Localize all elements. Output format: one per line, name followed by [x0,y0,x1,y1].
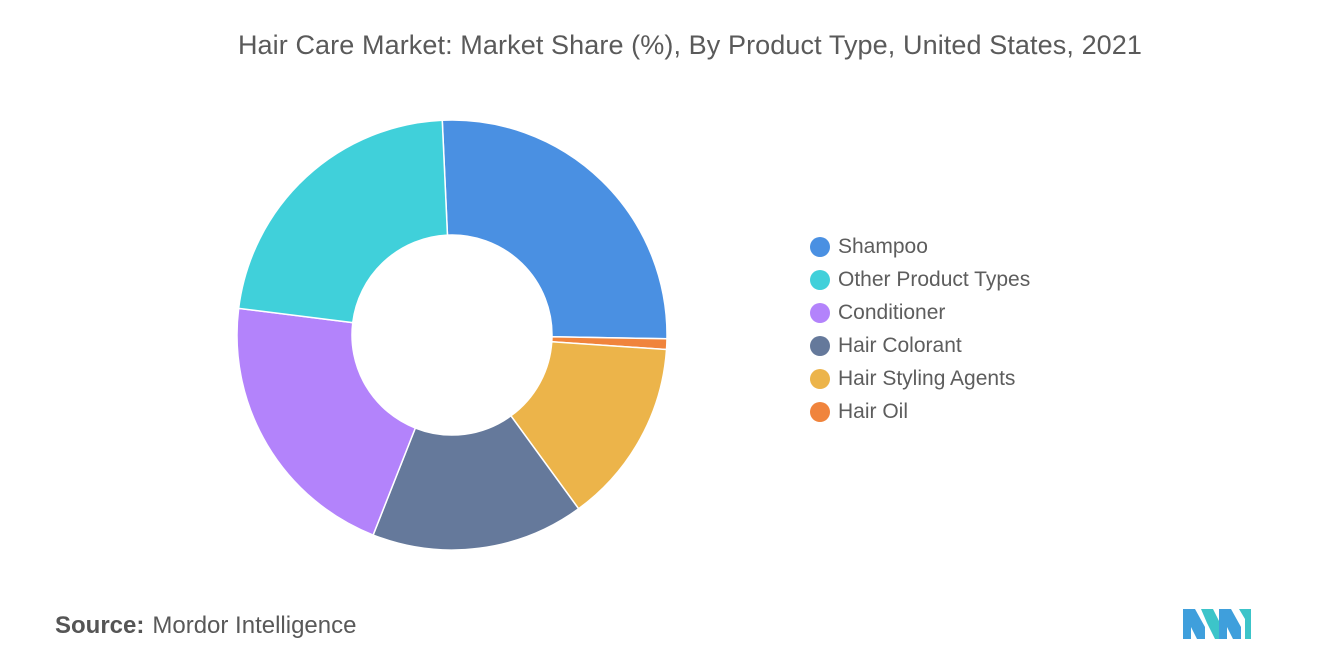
donut-slices [236,119,668,551]
legend-item-shampoo: Shampoo [810,230,1030,263]
source-text: Mordor Intelligence [152,612,357,639]
legend-label: Conditioner [838,300,946,324]
legend-swatch [810,302,830,323]
slice-shampoo [441,119,668,340]
chart-legend: Shampoo Other Product Types Conditioner Hai… [810,230,1030,428]
legend-swatch [810,401,830,422]
legend-swatch [810,368,830,389]
mordor-intelligence-logo-icon [1183,609,1251,639]
source-note: Source: Mordor Intelligence [55,612,356,640]
legend-item-hair-styling-agents: Hair Styling Agents [810,362,1030,395]
legend-item-other-product-types: Other Product Types [810,263,1030,296]
slice-hair-colorant [372,414,580,551]
legend-item-hair-colorant: Hair Colorant [810,329,1030,362]
legend-label: Hair Oil [838,399,909,423]
legend-swatch [810,335,830,356]
legend-swatch [810,269,830,290]
legend-swatch [810,236,830,257]
legend-label: Other Product Types [838,267,1031,291]
chart-title: Hair Care Market: Market Share (%), By P… [237,30,1143,60]
legend-item-hair-oil: Hair Oil [810,395,1030,428]
legend-label: Hair Styling Agents [838,366,1016,390]
legend-label: Shampoo [838,234,928,258]
slice-conditioner [236,307,417,536]
slice-hair-styling-agents [509,340,668,510]
slice-other-product-types [237,119,449,324]
legend-label: Hair Colorant [838,333,962,357]
source-label: Source: [55,612,145,639]
legend-item-conditioner: Conditioner [810,296,1030,329]
